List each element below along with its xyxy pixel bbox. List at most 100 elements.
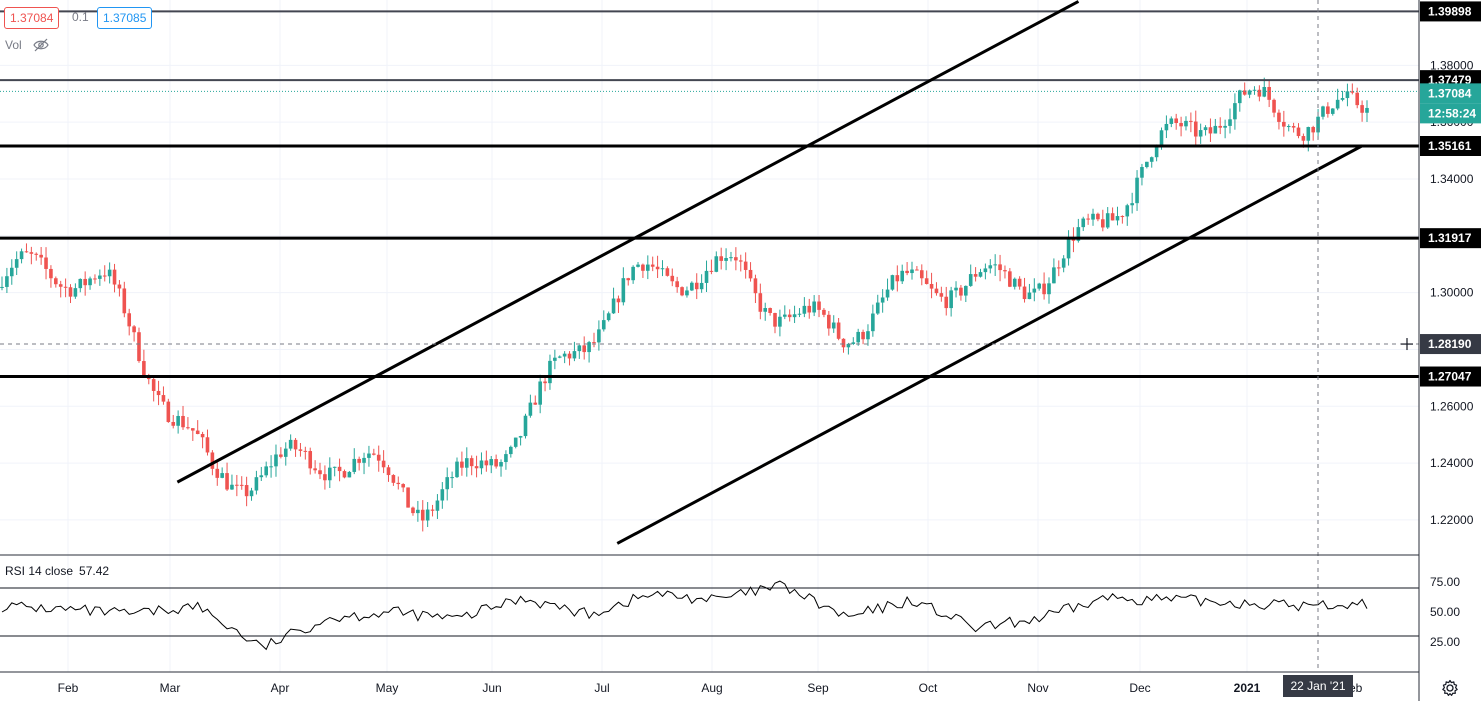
candle-body	[440, 489, 445, 501]
candle-body	[259, 475, 264, 478]
candle-body	[954, 287, 958, 291]
candle-body	[787, 314, 792, 318]
level-price-tag-bg	[1420, 136, 1481, 157]
candle-body	[1267, 86, 1271, 100]
price-axis[interactable]: 1.380001.360001.340001.320001.300001.280…	[1418, 0, 1481, 701]
candle-body	[14, 259, 19, 268]
candle-body	[450, 477, 454, 479]
candle-body	[753, 278, 758, 294]
candle-body	[1198, 130, 1203, 137]
price-tick-label: 1.38000	[1430, 58, 1474, 72]
candle-body	[1061, 258, 1066, 268]
countdown-tag-bg	[1420, 103, 1481, 124]
candle-body	[1169, 118, 1174, 124]
level-price-tag: 1.39898	[1428, 4, 1472, 18]
candle-body	[318, 470, 322, 475]
candle-body	[748, 269, 753, 279]
candle-body	[1223, 125, 1227, 128]
bid-price-box[interactable]: 1.37084	[4, 7, 60, 29]
eye-off-icon[interactable]	[33, 38, 49, 52]
candle-body	[58, 284, 63, 287]
candle-body	[1032, 288, 1037, 293]
candle-body	[1282, 121, 1286, 127]
candle-body	[743, 261, 748, 270]
crosshair-price-tag: 1.28190	[1428, 337, 1472, 351]
candle-body	[704, 270, 709, 283]
candle-body	[929, 283, 934, 289]
candle-body	[430, 509, 435, 511]
candle-body	[797, 313, 802, 315]
candle-body	[239, 484, 244, 486]
rsi-legend: RSI 14 close 57.42	[5, 564, 109, 578]
rsi-label: RSI 14 close	[5, 564, 74, 578]
candle-body	[494, 459, 498, 467]
candle-body	[729, 257, 733, 259]
candle-body	[641, 264, 645, 271]
candle-body	[401, 484, 405, 488]
candle-body	[303, 450, 308, 452]
candle-body	[274, 454, 278, 467]
candle-body	[1365, 107, 1369, 113]
candle-body	[142, 361, 146, 376]
candle-body	[54, 278, 58, 285]
candle-body	[171, 421, 176, 426]
level-price-tag: 1.35161	[1428, 139, 1472, 153]
ask-price-box[interactable]: 1.37085	[97, 7, 153, 29]
candle-body	[1330, 108, 1335, 114]
candle-body	[626, 278, 631, 281]
candle-body	[127, 313, 132, 327]
price-tick-label: 1.26000	[1430, 399, 1474, 413]
candle-body	[1017, 278, 1022, 287]
candle-body	[778, 316, 782, 327]
candle-body	[543, 381, 547, 384]
candle-body	[998, 264, 1002, 271]
candle-body	[1252, 89, 1257, 91]
candle-body	[1208, 127, 1213, 134]
candle-body	[1037, 283, 1042, 289]
candle-body	[176, 415, 180, 426]
candle-body	[538, 381, 542, 405]
price-tick-label: 1.30000	[1430, 286, 1474, 300]
candle-body	[313, 468, 317, 471]
gear-icon[interactable]	[1441, 679, 1459, 697]
candle-body	[49, 268, 53, 279]
candle-body	[1228, 119, 1232, 126]
candle-body	[29, 252, 34, 254]
candle-body	[200, 434, 205, 438]
candle-body	[1360, 105, 1364, 113]
time-tick-label: May	[376, 681, 399, 695]
candle-body	[1076, 227, 1081, 241]
candle-body	[1237, 90, 1242, 104]
time-tick-label: Mar	[160, 681, 181, 695]
channel-line	[616, 144, 1363, 545]
candle-body	[1164, 123, 1169, 131]
rsi-tick-label: 50.00	[1430, 605, 1460, 619]
candle-body	[327, 467, 332, 481]
candle-body	[1105, 213, 1110, 228]
candle-body	[861, 331, 865, 340]
candle-body	[763, 308, 768, 312]
candle-body	[1066, 237, 1071, 259]
candle-body	[151, 379, 156, 391]
countdown-tag: 12:58:24	[1428, 106, 1476, 120]
candle-body	[646, 264, 650, 271]
candle-body	[851, 342, 856, 344]
candle-body	[880, 297, 885, 303]
candle-body	[636, 264, 640, 267]
candle-body	[1174, 118, 1178, 124]
candle-body	[1042, 283, 1046, 295]
candle-body	[1345, 91, 1350, 99]
candle-body	[988, 265, 993, 269]
time-axis[interactable]: FebMarAprMayJunJulAugSepOctNovDec2021Feb…	[0, 671, 1419, 697]
candle-body	[1125, 205, 1130, 217]
candle-body	[533, 402, 538, 405]
volume-label: Vol	[5, 38, 22, 52]
candle-body	[1326, 106, 1330, 114]
candle-body	[112, 269, 117, 285]
candle-body	[137, 332, 141, 362]
candle-body	[978, 272, 983, 277]
candle-body	[1277, 112, 1281, 122]
candle-body	[1115, 216, 1120, 221]
candle-body	[1257, 89, 1262, 97]
